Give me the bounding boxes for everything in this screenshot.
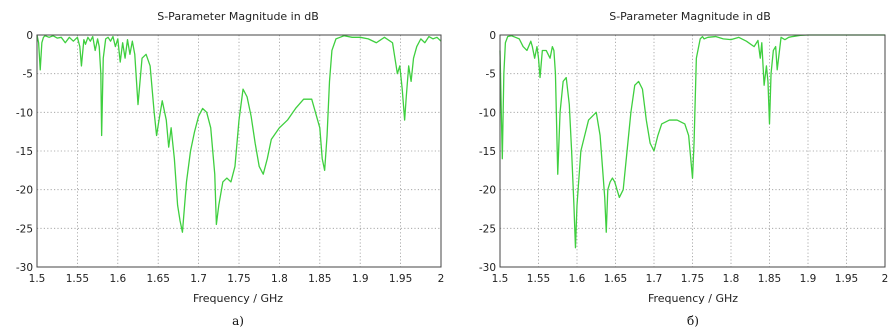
x-axis-label: Frequency / GHz (648, 292, 738, 305)
y-tick-label: -5 (23, 69, 33, 81)
plot-frame (36, 34, 442, 268)
y-tick-label: -25 (479, 223, 496, 235)
x-tick-label: 1.75 (227, 273, 250, 285)
x-tick-label: 1.95 (835, 273, 858, 285)
x-tick-label: 1.8 (723, 273, 740, 285)
s-parameter-line (499, 34, 885, 249)
x-tick-label: 1.6 (109, 273, 126, 285)
x-tick-label: 1.85 (308, 273, 331, 285)
x-tick-label: 1.7 (646, 273, 663, 285)
y-tick-label: -5 (486, 69, 496, 81)
series-layer (36, 34, 442, 233)
x-tick-label: 1.7 (190, 273, 207, 285)
x-tick-label: 1.95 (389, 273, 412, 285)
y-tick-label: -20 (16, 185, 33, 197)
x-tick-label: 1.85 (758, 273, 781, 285)
x-tick-label: 1.65 (604, 273, 627, 285)
x-tick-label: 1.9 (352, 273, 369, 285)
y-tick-label: -20 (479, 185, 496, 197)
x-tick-label: 1.9 (800, 273, 817, 285)
y-tick-label: -30 (479, 262, 496, 274)
x-axis-label: Frequency / GHz (193, 292, 283, 305)
x-tick-labels: 1.5 1.55 1.6 1.65 1.7 1.75 1.8 1.85 1.9 1.95 2 (29, 273, 445, 285)
x-tick-label: 1.5 (29, 273, 46, 285)
plot-frame (499, 34, 886, 268)
chart-panel-a: S-Parameter Magnitude in dB 1.5 1.55 1.6 1.… (16, 10, 445, 328)
grid (36, 34, 442, 268)
x-tick-label: 1.55 (66, 273, 89, 285)
y-tick-label: -15 (479, 146, 496, 158)
panel-caption: а) (232, 314, 244, 328)
x-tick-label: 1.8 (271, 273, 288, 285)
x-tick-label: 2 (882, 273, 889, 285)
series-layer (499, 34, 885, 249)
y-tick-labels: 0 -5 -10 -15 -20 -25 -30 (16, 30, 33, 274)
x-tick-label: 1.6 (569, 273, 586, 285)
y-tick-label: 0 (489, 30, 496, 42)
y-tick-label: -10 (16, 107, 33, 119)
chart-title: S-Parameter Magnitude in dB (157, 10, 319, 23)
x-tick-label: 1.5 (492, 273, 509, 285)
x-tick-label: 1.75 (681, 273, 704, 285)
y-tick-label: 0 (26, 30, 33, 42)
y-tick-label: -30 (16, 262, 33, 274)
x-tick-label: 1.65 (147, 273, 170, 285)
y-tick-label: -15 (16, 146, 33, 158)
x-tick-labels: 1.5 1.55 1.6 1.65 1.7 1.75 1.8 1.85 1.9 1.95 2 (492, 273, 889, 285)
chart-title: S-Parameter Magnitude in dB (609, 10, 771, 23)
x-tick-label: 1.55 (527, 273, 550, 285)
panel-caption: б) (687, 314, 699, 328)
y-tick-labels: 0 -5 -10 -15 -20 -25 -30 (479, 30, 496, 274)
y-tick-label: -10 (479, 107, 496, 119)
y-tick-label: -25 (16, 223, 33, 235)
x-tick-label: 2 (438, 273, 445, 285)
s-parameter-line (36, 34, 442, 233)
chart-panel-b: S-Parameter Magnitude in dB 1.5 1.55 1.6 1.… (479, 10, 889, 328)
